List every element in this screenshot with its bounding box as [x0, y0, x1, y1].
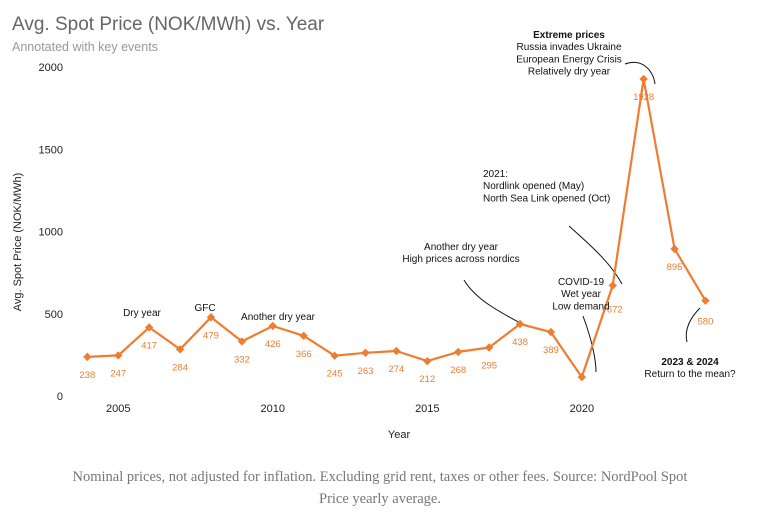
- annotation-links-2021: 2021: Nordlink opened (May) North Sea Link…: [483, 169, 610, 204]
- data-point: [114, 351, 123, 360]
- annotation-line: High prices across nordics: [402, 254, 519, 265]
- annotation-gfc-2008: GFC: [194, 303, 215, 314]
- x-tick-label: 2010: [261, 403, 285, 415]
- data-label: 389: [543, 345, 559, 356]
- y-tick-label: 1500: [39, 144, 63, 156]
- y-tick-label: 2000: [39, 62, 63, 74]
- y-axis-label: Avg. Spot Price (NOK/MWh): [12, 173, 24, 312]
- annotation-line: Wet year: [561, 289, 601, 300]
- data-label: 332: [234, 354, 250, 365]
- annotation-extreme-2022: Extreme prices Russia invades Ukraine Euro…: [516, 30, 622, 78]
- data-label: 247: [110, 368, 126, 379]
- y-axis-ticks: 0 500 1000 1500 2000: [39, 62, 63, 403]
- x-tick-label: 2020: [570, 403, 594, 415]
- data-point: [175, 345, 185, 354]
- x-tick-label: 2015: [415, 403, 439, 415]
- data-label: 238: [79, 370, 95, 381]
- data-point: [423, 356, 432, 366]
- annotation-line: Russia invades Ukraine: [516, 42, 621, 53]
- data-point: [361, 348, 370, 357]
- data-point: [454, 347, 463, 357]
- data-label: 417: [141, 340, 157, 351]
- data-label: 263: [358, 366, 374, 377]
- data-label: 479: [203, 330, 219, 341]
- y-tick-label: 0: [57, 391, 63, 403]
- data-markers: [83, 74, 710, 382]
- annotation-covid-2020: COVID-19 Wet year Low demand: [552, 277, 609, 312]
- data-label: 295: [481, 361, 497, 372]
- annotation-line: North Sea Link opened (Oct): [483, 193, 610, 204]
- data-label: 284: [172, 362, 188, 373]
- y-tick-label: 1000: [39, 227, 63, 239]
- annotation-line: COVID-19: [558, 277, 605, 288]
- annotation-leaders: [463, 62, 701, 373]
- data-point: [392, 346, 401, 356]
- chart-subtitle: Annotated with key events: [12, 40, 158, 54]
- annotation-line: GFC: [194, 303, 215, 314]
- data-label: 245: [327, 369, 343, 380]
- data-point: [670, 244, 679, 254]
- data-point: [237, 337, 247, 346]
- annotation-dry-2006: Dry year: [123, 308, 161, 319]
- chart-title: Avg. Spot Price (NOK/MWh) vs. Year: [12, 14, 325, 35]
- data-point: [577, 372, 587, 382]
- data-label: 672: [607, 305, 623, 316]
- data-point: [701, 296, 710, 305]
- y-tick-label: 500: [45, 309, 63, 321]
- annotation-line: Extreme prices: [533, 30, 605, 41]
- annotation-line: Another dry year: [424, 242, 499, 253]
- data-label: 426: [265, 339, 281, 350]
- data-point: [546, 327, 556, 337]
- data-point: [83, 352, 92, 362]
- annotation-line: Nordlink opened (May): [483, 181, 584, 192]
- data-point: [268, 321, 277, 331]
- leader-mean-2023: [685, 307, 701, 343]
- leader-covid-2020: [582, 315, 597, 373]
- leader-dry-2018: [463, 279, 523, 325]
- data-point: [484, 343, 494, 352]
- price-series-line: [87, 78, 707, 379]
- data-label: 438: [512, 337, 528, 348]
- data-point: [639, 74, 648, 84]
- x-axis-ticks: 2005 2010 2015 2020: [106, 403, 594, 415]
- data-point: [299, 331, 308, 341]
- annotation-line: 2021:: [483, 169, 508, 180]
- annotation-line: Relatively dry year: [528, 67, 611, 78]
- leader-extreme-2022: [624, 62, 656, 85]
- x-tick-label: 2005: [106, 403, 130, 415]
- data-point: [515, 319, 525, 329]
- data-label: 895: [667, 262, 683, 273]
- x-axis-label: Year: [388, 429, 411, 441]
- data-point: [206, 313, 216, 322]
- annotation-line: Low demand: [552, 301, 609, 312]
- annotation-line: Return to the mean?: [644, 369, 736, 380]
- data-label: 212: [419, 374, 435, 385]
- data-label: 268: [450, 365, 466, 376]
- data-label: 580: [698, 317, 714, 328]
- data-point: [608, 281, 617, 290]
- annotation-dry-2018: Another dry year High prices across nordi…: [402, 242, 519, 265]
- data-label: 366: [296, 349, 312, 360]
- annotation-line: European Energy Crisis: [516, 54, 622, 65]
- footnote: Nominal prices, not adjusted for inflati…: [72, 469, 688, 507]
- data-labels: 238 247 417 284 479 332 426 366 245 263 274 212 268 2…: [79, 92, 713, 385]
- annotation-line: Another dry year: [241, 312, 316, 323]
- annotation-mean-2023: 2023 & 2024 Return to the mean?: [644, 357, 736, 380]
- leader-links-2021: [568, 225, 623, 285]
- data-point: [330, 351, 339, 360]
- data-point: [144, 323, 154, 332]
- annotation-dry-2010: Another dry year: [241, 312, 316, 323]
- data-label: 1928: [633, 92, 654, 103]
- annotation-line: Dry year: [123, 308, 161, 319]
- annotation-line: 2023 & 2024: [661, 357, 719, 368]
- data-label: 274: [388, 364, 404, 375]
